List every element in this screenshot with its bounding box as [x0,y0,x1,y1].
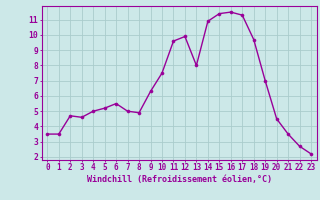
X-axis label: Windchill (Refroidissement éolien,°C): Windchill (Refroidissement éolien,°C) [87,175,272,184]
